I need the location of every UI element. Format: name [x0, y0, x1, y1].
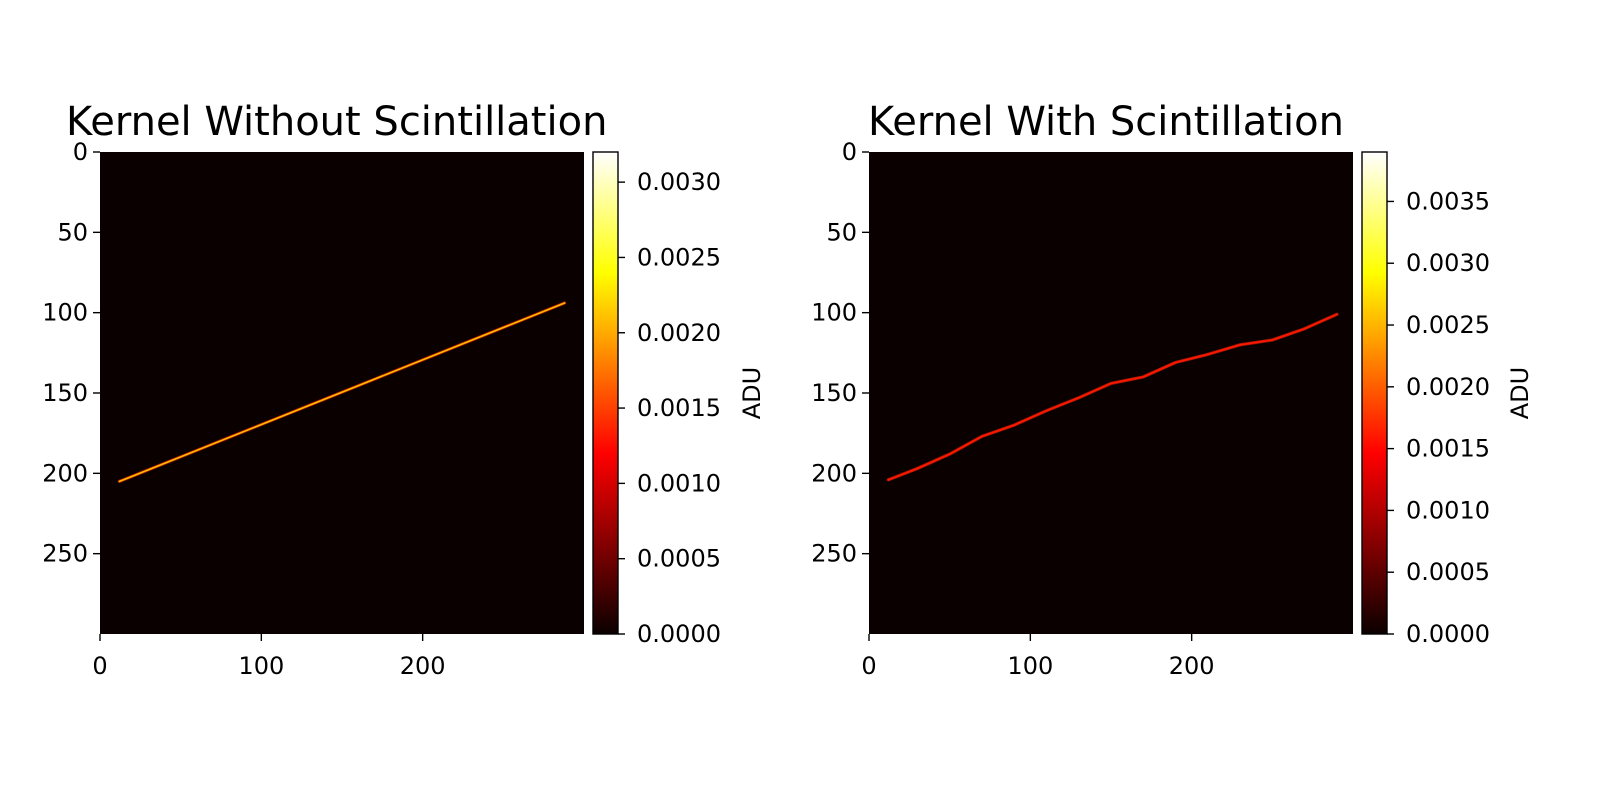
colorbar-label: ADU	[738, 367, 766, 419]
axes: 0 100 200 0 50 100 150 200 250	[811, 138, 1214, 680]
x-tick-label: 0	[861, 652, 876, 680]
streak-trail	[887, 313, 1338, 481]
axes: 0 100 200 0 50 100 150 200 250	[42, 138, 445, 680]
panel-with-scintillation: Kernel With Scintillation 0 100 200 0 50 100 1…	[811, 99, 1534, 680]
y-tick-label: 200	[811, 459, 857, 487]
colorbar-tick-label: 0.0000	[1406, 620, 1490, 648]
heatmap-image	[869, 152, 1353, 634]
colorbar-tick-label: 0.0025	[637, 243, 721, 271]
x-tick-label: 200	[1169, 652, 1215, 680]
colorbar-tick-label: 0.0005	[637, 545, 721, 573]
colorbar-tick-label: 0.0010	[637, 469, 721, 497]
streak-trail	[118, 302, 566, 483]
y-tick-label: 150	[42, 379, 88, 407]
colorbar: 0.0000 0.0005 0.0010 0.0015 0.0020 0.0025 0.00…	[592, 151, 721, 648]
y-tick-label: 100	[811, 299, 857, 327]
x-tick-label: 200	[400, 652, 446, 680]
y-tick-label: 200	[42, 459, 88, 487]
chart-title: Kernel Without Scintillation	[66, 99, 607, 145]
y-tick-label: 50	[826, 218, 857, 246]
colorbar-gradient	[592, 151, 619, 635]
colorbar-tick-label: 0.0020	[1406, 373, 1490, 401]
colorbar-tick-label: 0.0025	[1406, 311, 1490, 339]
y-tick-label: 50	[57, 218, 88, 246]
x-tick-label: 100	[238, 652, 284, 680]
y-tick-label: 0	[842, 138, 857, 166]
colorbar-tick-label: 0.0000	[637, 620, 721, 648]
colorbar: 0.0000 0.0005 0.0010 0.0015 0.0020 0.0025 0.00…	[1361, 151, 1490, 648]
panel-without-scintillation: Kernel Without Scintillation 0 100 200 0 50 1…	[42, 99, 766, 680]
colorbar-tick-label: 0.0020	[637, 319, 721, 347]
y-tick-label: 250	[42, 540, 88, 568]
y-tick-label: 250	[811, 540, 857, 568]
heatmap-background	[869, 152, 1353, 634]
colorbar-tick-label: 0.0005	[1406, 558, 1490, 586]
x-tick-label: 0	[92, 652, 107, 680]
colorbar-tick-label: 0.0015	[637, 394, 721, 422]
colorbar-tick-label: 0.0030	[637, 168, 721, 196]
y-tick-label: 0	[73, 138, 88, 166]
chart-title: Kernel With Scintillation	[868, 99, 1344, 145]
y-tick-label: 150	[811, 379, 857, 407]
heatmap-image	[100, 152, 584, 634]
colorbar-label: ADU	[1506, 367, 1534, 419]
colorbar-tick-label: 0.0030	[1406, 249, 1490, 277]
colorbar-tick-label: 0.0010	[1406, 496, 1490, 524]
colorbar-tick-label: 0.0035	[1406, 187, 1490, 215]
colorbar-gradient	[1361, 151, 1388, 635]
x-tick-label: 100	[1007, 652, 1053, 680]
colorbar-tick-label: 0.0015	[1406, 435, 1490, 463]
y-tick-label: 100	[42, 299, 88, 327]
